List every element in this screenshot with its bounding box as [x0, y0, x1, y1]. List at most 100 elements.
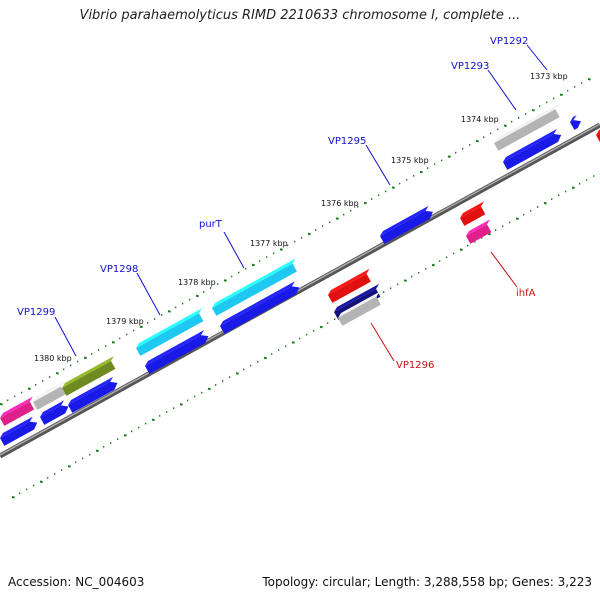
ruler-dot — [363, 201, 367, 205]
ruler-dot — [531, 108, 535, 112]
label-vp1296[interactable]: VP1296 — [396, 360, 434, 371]
label-vp1298[interactable]: VP1298 — [100, 264, 138, 275]
ruler-dot — [39, 480, 43, 484]
gene-bar-top — [40, 400, 65, 417]
gene-bar-top — [136, 308, 203, 348]
ruler-dot — [179, 403, 183, 406]
gene-bar[interactable] — [220, 286, 300, 334]
ruler-dot — [83, 356, 87, 360]
ruler-dot — [291, 341, 295, 344]
gene-bar-top — [570, 115, 577, 122]
tick-label-1377: 1377 kbp — [250, 239, 288, 248]
ruler-dot — [235, 372, 239, 375]
ruler-dot — [0, 403, 3, 406]
ruler-dot — [587, 78, 591, 81]
gene-bar-top — [145, 330, 205, 366]
label-vp1299[interactable]: VP1299 — [17, 307, 55, 318]
gene-bar[interactable] — [338, 296, 381, 326]
gene-bar[interactable] — [0, 421, 38, 446]
gene-bar-top — [0, 396, 33, 418]
label-ihfa[interactable]: ihfA — [516, 288, 536, 299]
tick-label-1374: 1374 kbp — [461, 115, 499, 124]
gene-bar[interactable] — [33, 386, 66, 410]
label-vp1295[interactable]: VP1295 — [328, 136, 366, 147]
gene-bar-top — [466, 219, 491, 236]
ruler-dots-bottom — [11, 172, 600, 499]
ruler-dot — [223, 279, 227, 282]
ruler-dot — [167, 310, 171, 313]
gene-bar-top — [596, 129, 600, 135]
label-purt[interactable]: purT — [199, 219, 223, 230]
tick-label-1380: 1380 kbp — [34, 354, 72, 363]
ruler-dot — [151, 418, 155, 422]
chromosome-backbone — [0, 122, 600, 459]
gene-bar[interactable] — [596, 132, 600, 143]
gene-bar[interactable] — [466, 224, 492, 244]
ruler-dot — [251, 263, 255, 267]
gene-bar-top — [338, 291, 380, 318]
label-vp1292[interactable]: VP1292 — [490, 36, 528, 47]
gene-bar[interactable] — [145, 335, 209, 374]
gene-bar[interactable] — [460, 206, 486, 226]
gene-bar[interactable] — [136, 313, 204, 356]
tick-label-1376: 1376 kbp — [321, 199, 359, 208]
gene-bar-top — [68, 376, 114, 405]
ruler-dot — [475, 139, 479, 143]
tick-label-1379: 1379 kbp — [106, 317, 144, 326]
ruler-dot — [11, 496, 15, 499]
ruler-dot — [27, 387, 31, 391]
ruler-dot — [403, 279, 407, 282]
gene-bar[interactable] — [40, 405, 69, 425]
ruler-dot — [391, 186, 395, 189]
gene-bar-top — [460, 201, 485, 218]
gene-bar-top — [494, 104, 559, 143]
ruler-dot — [263, 356, 267, 360]
gene-bar-top — [334, 283, 380, 312]
ruler-dot — [111, 341, 115, 344]
gene-bar[interactable] — [570, 120, 581, 130]
gene-bar[interactable] — [68, 381, 118, 413]
gene-bar-top — [212, 258, 296, 308]
topology-summary: Topology: circular; Length: 3,288,558 bp… — [262, 575, 592, 589]
ruler-dot — [543, 201, 547, 205]
gene-bar[interactable] — [328, 273, 371, 303]
ruler-dot — [95, 449, 99, 453]
ruler-dot — [515, 217, 519, 220]
ruler-dot — [503, 124, 507, 127]
map-title: Vibrio parahaemolyticus RIMD 2210633 chr… — [79, 8, 521, 23]
gene-bar-top — [328, 268, 370, 295]
ruler-dot — [571, 186, 575, 190]
gene-bar[interactable] — [62, 360, 116, 396]
gene-bar[interactable] — [212, 263, 297, 316]
gene-bar-top — [380, 205, 429, 236]
label-vp1293[interactable]: VP1293 — [451, 61, 489, 72]
gene-bar-top — [33, 381, 65, 402]
ruler-dot — [279, 248, 283, 251]
gene-features — [0, 104, 600, 446]
ruler-dot — [419, 170, 423, 174]
ruler-dot — [195, 294, 199, 298]
gene-bar-top — [220, 281, 295, 326]
ruler-dot — [447, 155, 451, 158]
gene-bar[interactable] — [494, 109, 560, 151]
accession-text: Accession: NC_004603 — [8, 575, 145, 589]
tick-label-1373: 1373 kbp — [530, 72, 568, 81]
ruler-dot — [487, 232, 491, 236]
ruler-dot — [307, 232, 311, 236]
gene-bar-top — [503, 128, 557, 162]
ruler-dot — [431, 263, 435, 267]
gene-bar-top — [0, 416, 33, 438]
gene-bar[interactable] — [380, 210, 433, 244]
ruler-dot — [55, 372, 59, 375]
ruler-dot — [319, 325, 323, 329]
ruler-dot — [123, 434, 127, 437]
tick-label-1378: 1378 kbp — [178, 278, 216, 287]
gene-bar[interactable] — [0, 401, 35, 426]
ruler-dot — [67, 465, 71, 468]
ruler-dots-top — [0, 78, 591, 406]
ruler-dot — [139, 325, 143, 329]
gene-bar[interactable] — [503, 133, 562, 170]
ruler-dot — [459, 248, 463, 251]
ruler-dot — [559, 93, 563, 97]
